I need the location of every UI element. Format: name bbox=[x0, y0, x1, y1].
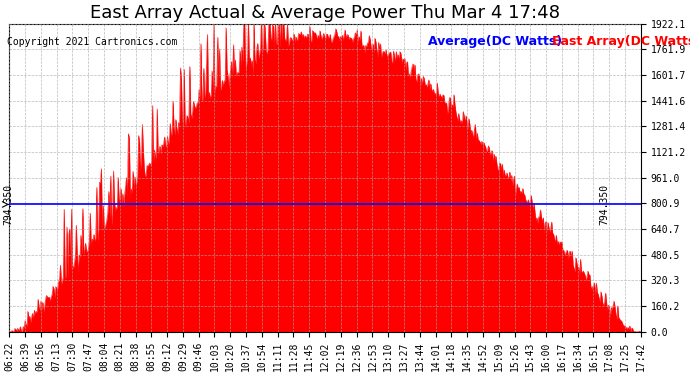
Text: Copyright 2021 Cartronics.com: Copyright 2021 Cartronics.com bbox=[7, 37, 177, 47]
Title: East Array Actual & Average Power Thu Mar 4 17:48: East Array Actual & Average Power Thu Ma… bbox=[90, 4, 560, 22]
Text: 794.350: 794.350 bbox=[599, 184, 609, 225]
Text: East Array(DC Watts): East Array(DC Watts) bbox=[552, 35, 690, 48]
Text: 794.350: 794.350 bbox=[3, 184, 13, 225]
Text: Average(DC Watts): Average(DC Watts) bbox=[428, 35, 562, 48]
